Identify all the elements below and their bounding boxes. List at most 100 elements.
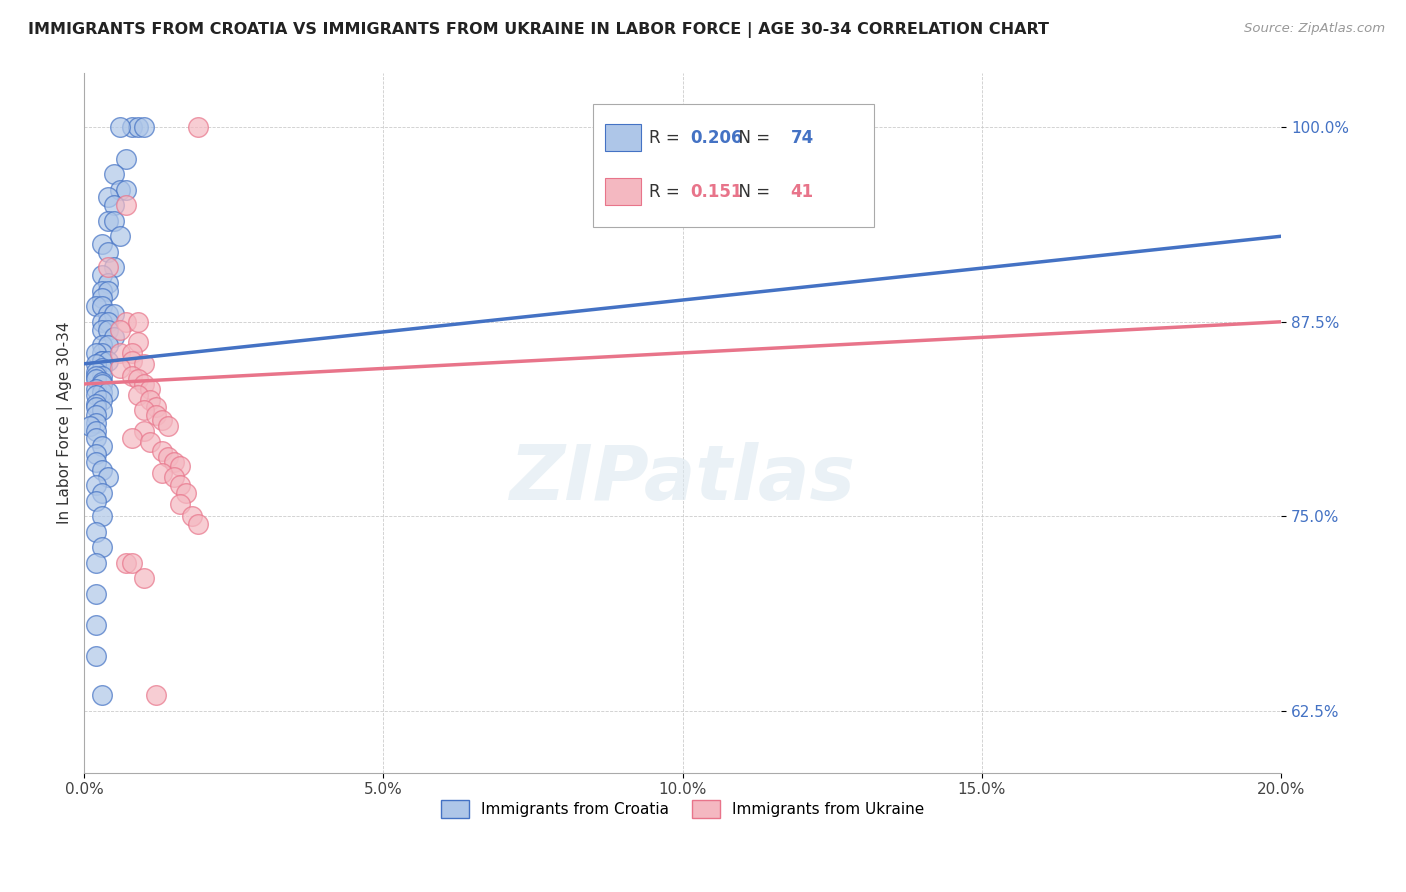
Point — [108, 120, 131, 135]
Point — [91, 439, 114, 453]
Bar — [605, 178, 641, 204]
Point — [84, 649, 107, 664]
Legend: Immigrants from Croatia, Immigrants from Ukraine: Immigrants from Croatia, Immigrants from… — [436, 794, 931, 824]
Point — [134, 424, 156, 438]
Point — [91, 486, 114, 500]
Point — [84, 388, 107, 402]
Point — [91, 353, 114, 368]
Point — [103, 213, 125, 227]
Point — [134, 120, 156, 135]
Point — [84, 424, 107, 438]
Point — [91, 353, 114, 368]
Point — [108, 346, 131, 360]
Point — [121, 120, 143, 135]
Point — [91, 361, 114, 376]
Point — [150, 443, 173, 458]
Point — [79, 419, 101, 434]
Point — [127, 372, 149, 386]
Point — [145, 408, 167, 422]
Point — [150, 466, 173, 480]
Point — [174, 486, 197, 500]
Point — [91, 376, 114, 391]
Point — [115, 315, 138, 329]
Point — [139, 434, 162, 449]
Point — [84, 556, 107, 570]
Point — [84, 408, 107, 422]
Point — [97, 322, 120, 336]
Point — [121, 369, 143, 384]
Point — [127, 315, 149, 329]
Point — [97, 315, 120, 329]
Point — [97, 353, 120, 368]
Point — [84, 493, 107, 508]
Point — [115, 556, 138, 570]
FancyBboxPatch shape — [593, 104, 875, 227]
Point — [91, 299, 114, 313]
Point — [84, 382, 107, 396]
Point — [145, 401, 167, 415]
Text: 0.151: 0.151 — [690, 183, 742, 201]
Point — [163, 470, 186, 484]
Point — [103, 260, 125, 275]
Point — [108, 183, 131, 197]
Point — [91, 509, 114, 524]
Point — [121, 353, 143, 368]
Bar — [605, 124, 641, 151]
Point — [103, 167, 125, 181]
Point — [91, 322, 114, 336]
Point — [157, 450, 180, 464]
Point — [121, 431, 143, 445]
Point — [84, 346, 107, 360]
Point — [121, 556, 143, 570]
Text: R =: R = — [650, 183, 685, 201]
Point — [134, 571, 156, 585]
Point — [84, 478, 107, 492]
Point — [139, 392, 162, 407]
Point — [108, 322, 131, 336]
Text: Source: ZipAtlas.com: Source: ZipAtlas.com — [1244, 22, 1385, 36]
Point — [127, 388, 149, 402]
Point — [84, 431, 107, 445]
Text: 74: 74 — [790, 129, 814, 147]
Point — [91, 688, 114, 702]
Point — [127, 334, 149, 349]
Point — [84, 401, 107, 415]
Point — [115, 183, 138, 197]
Point — [157, 419, 180, 434]
Point — [84, 524, 107, 539]
Point — [84, 369, 107, 384]
Point — [97, 384, 120, 399]
Point — [115, 198, 138, 212]
Point — [84, 618, 107, 632]
Point — [97, 190, 120, 204]
Text: 0.206: 0.206 — [690, 129, 742, 147]
Point — [97, 470, 120, 484]
Point — [187, 120, 209, 135]
Point — [91, 403, 114, 417]
Point — [91, 338, 114, 352]
Point — [139, 382, 162, 396]
Point — [91, 292, 114, 306]
Point — [150, 413, 173, 427]
Text: IMMIGRANTS FROM CROATIA VS IMMIGRANTS FROM UKRAINE IN LABOR FORCE | AGE 30-34 CO: IMMIGRANTS FROM CROATIA VS IMMIGRANTS FR… — [28, 22, 1049, 38]
Point — [91, 284, 114, 298]
Y-axis label: In Labor Force | Age 30-34: In Labor Force | Age 30-34 — [58, 322, 73, 524]
Point — [108, 229, 131, 244]
Point — [91, 268, 114, 282]
Point — [103, 307, 125, 321]
Point — [97, 213, 120, 227]
Point — [169, 497, 191, 511]
Point — [169, 478, 191, 492]
Point — [91, 384, 114, 399]
Point — [91, 346, 114, 360]
Point — [91, 237, 114, 252]
Point — [84, 365, 107, 379]
Point — [84, 397, 107, 411]
Point — [181, 509, 204, 524]
Point — [103, 330, 125, 344]
Text: N =: N = — [728, 129, 776, 147]
Point — [91, 315, 114, 329]
Point — [121, 346, 143, 360]
Point — [84, 416, 107, 430]
Point — [97, 260, 120, 275]
